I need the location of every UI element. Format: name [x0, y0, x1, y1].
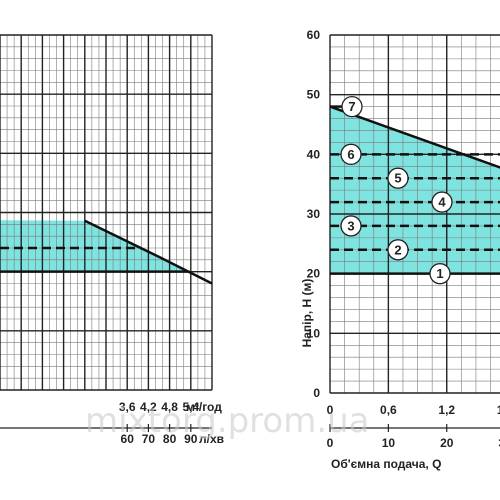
left-x-secondary-tick-label: 90: [184, 432, 198, 446]
left-operating-band: [0, 220, 190, 272]
level-marker-circle: [387, 239, 409, 261]
watermark: mixtorg.prom.ua: [85, 401, 370, 441]
left-x-secondary-tick-label: 70: [142, 432, 156, 446]
level-marker-label: 2: [394, 242, 401, 257]
level-marker-label: 5: [394, 171, 401, 186]
left-x-unit-secondary: л/хв: [199, 432, 224, 446]
right-y-tick-label: 0: [313, 386, 320, 400]
left-x-tick-label: 4,8: [161, 400, 178, 414]
left-x-secondary-tick-label: 60: [121, 432, 135, 446]
level-marker-circle: [431, 191, 453, 213]
left-chart-panel: 3,6 4,2 4,8 5,4м³/год 60 70 80 90 л/хв: [0, 34, 224, 446]
level-marker-circle: [429, 263, 451, 285]
level-marker-circle: [340, 143, 362, 165]
right-y-tick-label: 10: [307, 326, 321, 340]
right-x-secondary-tick-label: 10: [382, 436, 396, 450]
right-envelope-line: [329, 105, 500, 169]
level-marker-label: 1: [436, 266, 443, 281]
right-y-tick-label: 40: [307, 147, 321, 161]
left-x-secondary-tick-label: 80: [163, 432, 177, 446]
left-x-tick-label: 5,4: [182, 400, 199, 414]
level-marker-circle: [340, 215, 362, 237]
left-x-tick-label: 3,6: [119, 400, 136, 414]
right-y-tick-label: 20: [307, 267, 321, 281]
right-x-tick-label: 0: [327, 403, 334, 417]
level-marker-label: 6: [347, 147, 354, 162]
right-y-axis-title: Напір, H (м): [300, 279, 314, 348]
left-envelope-line: [84, 219, 213, 285]
right-x-secondary-tick-label: 30: [498, 436, 500, 450]
right-chart-panel: 1 2 3 4 5 6 7 0 10 20 30 40 50 60 Напір, H (м) 0 0,6 1,2 1…: [300, 28, 500, 471]
right-x-secondary-tick-label: 20: [440, 436, 454, 450]
level-marker-label: 7: [348, 99, 355, 114]
right-x-tick-label: 0,6: [380, 403, 397, 417]
right-y-tick-label: 50: [307, 88, 321, 102]
right-y-tick-label: 30: [307, 207, 321, 221]
right-x-axis-title: Об'ємна подача, Q: [331, 457, 441, 471]
left-x-unit-primary: м³/год: [186, 400, 222, 414]
level-marker-circle: [341, 95, 363, 118]
right-x-secondary-tick-label: 0: [327, 436, 334, 450]
right-x-tick-label: 1,8: [497, 403, 500, 417]
left-x-tick-label: 4,2: [140, 400, 157, 414]
level-marker-label: 4: [438, 195, 446, 210]
right-y-tick-label: 60: [307, 28, 321, 42]
level-marker-label: 3: [347, 218, 354, 233]
right-x-tick-label: 1,2: [438, 403, 455, 417]
level-marker-circle: [387, 167, 409, 189]
